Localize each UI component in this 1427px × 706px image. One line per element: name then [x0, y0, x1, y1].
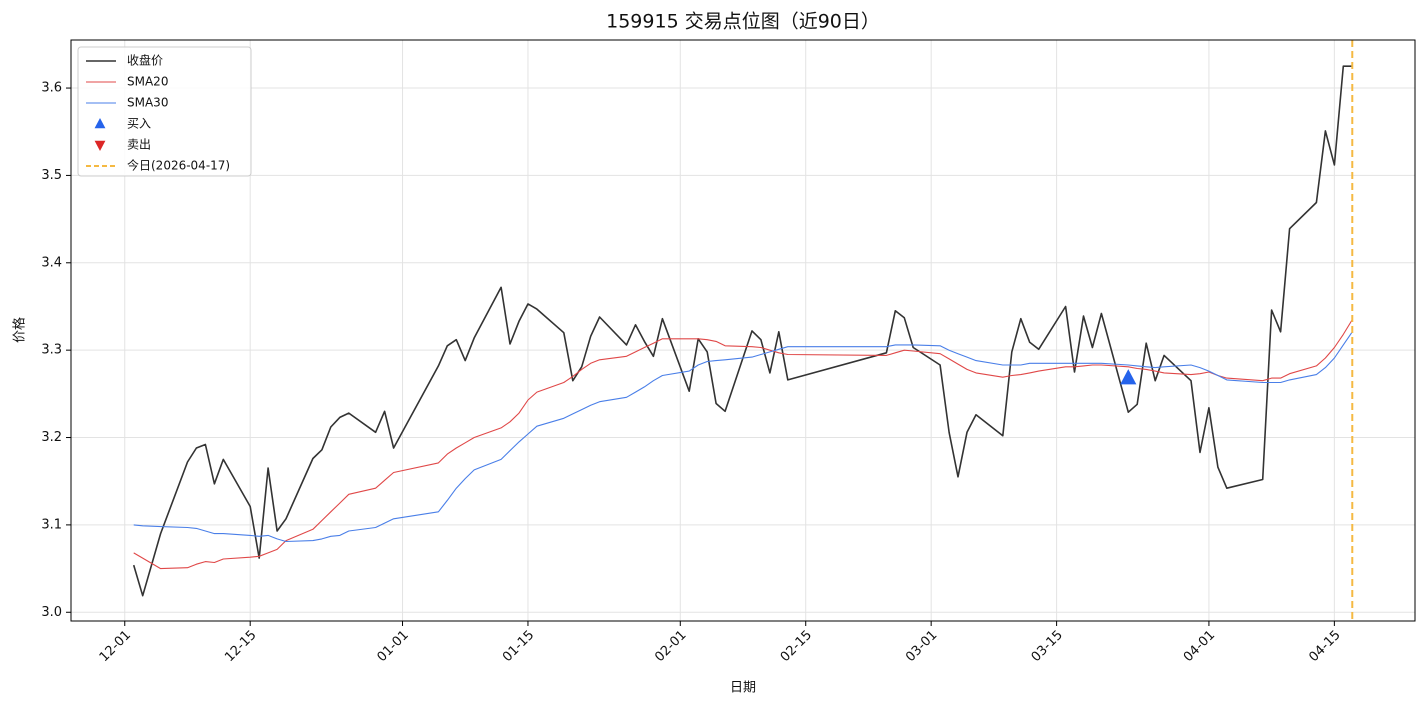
legend-label: 买入 — [127, 117, 151, 131]
x-tick-label: 01-01 — [375, 628, 412, 665]
x-tick-label: 12-15 — [222, 628, 259, 665]
y-tick-label: 3.1 — [41, 517, 62, 532]
x-tick-label: 02-01 — [652, 628, 689, 665]
line-series — [133, 331, 1353, 543]
line-series — [132, 65, 1353, 597]
y-axis-label: 价格 — [12, 317, 28, 343]
x-tick-label: 04-01 — [1181, 628, 1218, 665]
x-axis-label: 日期 — [730, 681, 756, 696]
y-tick-label: 3.3 — [41, 343, 62, 358]
legend-label: 收盘价 — [127, 53, 163, 68]
x-tick-label: 03-01 — [903, 628, 940, 665]
trade-marker — [1120, 369, 1137, 385]
y-tick-label: 3.2 — [41, 430, 62, 445]
y-tick-label: 3.4 — [41, 255, 62, 270]
line-series — [133, 319, 1353, 570]
chart-title: 159915 交易点位图（近90日） — [606, 11, 880, 33]
legend-label: 卖出 — [127, 138, 151, 152]
plot-frame — [70, 39, 1416, 622]
legend-label: SMA20 — [127, 75, 168, 89]
legend-swatch — [94, 140, 106, 151]
legend-label: 今日(2026-04-17) — [127, 158, 230, 173]
x-tick-label: 01-15 — [500, 628, 537, 665]
y-tick-label: 3.6 — [41, 81, 62, 96]
legend-swatch — [94, 118, 106, 129]
x-tick-label: 04-15 — [1306, 628, 1343, 665]
x-tick-label: 02-15 — [778, 628, 815, 665]
legend-label: SMA30 — [127, 96, 168, 110]
x-tick-label: 03-15 — [1029, 628, 1066, 665]
legend-box — [77, 46, 252, 177]
y-tick-label: 3.5 — [41, 168, 62, 183]
y-tick-label: 3.0 — [41, 605, 62, 620]
x-tick-label: 12-01 — [97, 628, 134, 665]
